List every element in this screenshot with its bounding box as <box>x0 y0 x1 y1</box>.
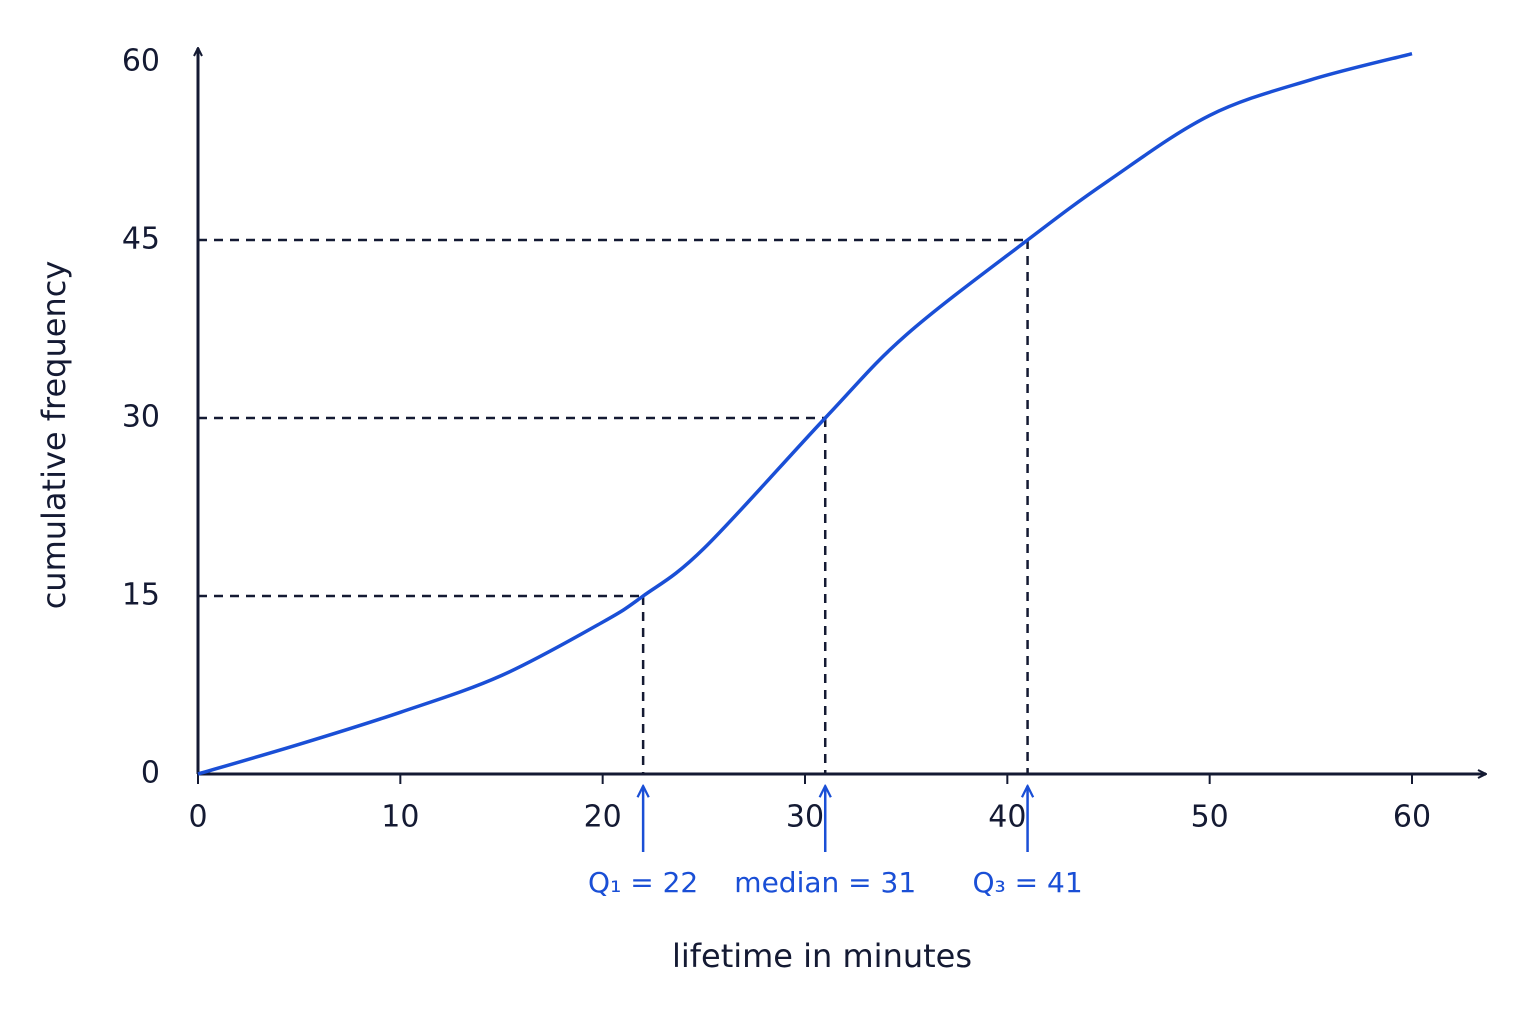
x-tick-label: 0 <box>188 800 207 835</box>
y-tick-label: 0 <box>141 756 160 791</box>
y-tick-label: 60 <box>122 44 160 79</box>
y-tick-label: 15 <box>122 578 160 613</box>
x-tick-label: 10 <box>381 800 419 835</box>
annotation-label: Q₃ = 41 <box>972 866 1082 899</box>
annotation-label: Q₁ = 22 <box>588 866 698 899</box>
y-axis-title: cumulative frequency <box>35 261 73 610</box>
ogive-curve <box>197 51 1413 776</box>
x-tick-label: 40 <box>988 800 1026 835</box>
x-tick-label: 50 <box>1191 800 1229 835</box>
y-tick-label: 45 <box>122 222 160 257</box>
x-tick-label: 30 <box>786 800 824 835</box>
x-tick-label: 60 <box>1393 800 1431 835</box>
annotation-label: median = 31 <box>734 866 916 899</box>
x-tick-label: 20 <box>584 800 622 835</box>
x-axis-title: lifetime in minutes <box>672 937 972 975</box>
y-tick-label: 30 <box>122 400 160 435</box>
